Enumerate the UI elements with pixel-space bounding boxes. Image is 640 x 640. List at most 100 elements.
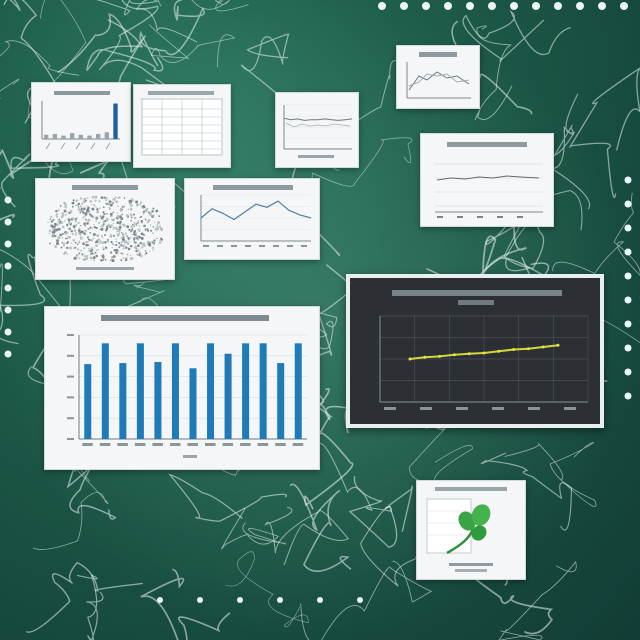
texture-dot xyxy=(152,226,155,228)
x-axis-label xyxy=(183,455,197,458)
texture-dot xyxy=(128,240,130,243)
texture-dot xyxy=(70,242,73,245)
chart-subtitle-bar xyxy=(458,300,494,305)
texture-dot xyxy=(51,231,54,234)
texture-dot xyxy=(112,198,115,201)
texture-dot xyxy=(77,229,81,232)
bar xyxy=(189,368,197,439)
small-bar-chart xyxy=(41,91,120,150)
x-tick-label xyxy=(105,142,111,150)
texture-dot xyxy=(113,249,116,252)
texture-dot xyxy=(147,243,149,246)
vein-line xyxy=(96,0,198,43)
data-point xyxy=(482,351,486,355)
texture-dot xyxy=(54,229,56,231)
texture-dot xyxy=(73,247,75,249)
y-tick xyxy=(67,438,74,440)
texture-dot xyxy=(118,241,121,245)
texture-dot xyxy=(61,236,64,239)
bar xyxy=(224,353,232,439)
circuit-dot xyxy=(624,344,632,352)
texture-dot xyxy=(119,244,122,247)
top-right-chart-card xyxy=(396,45,480,109)
texture-dot xyxy=(65,237,67,240)
texture-dot xyxy=(130,230,132,233)
texture-dot xyxy=(62,244,66,247)
texture-dot xyxy=(138,243,140,245)
circuit-dot xyxy=(532,2,540,10)
texture-dot xyxy=(129,236,132,239)
data-point xyxy=(497,349,501,353)
texture-dot xyxy=(104,246,108,249)
texture-dot xyxy=(101,259,104,262)
texture-dot xyxy=(142,212,145,215)
texture-dot xyxy=(152,249,155,251)
texture-dot xyxy=(126,235,128,237)
circuit-dot xyxy=(4,328,12,336)
texture-dot xyxy=(93,247,95,249)
leaf-icon xyxy=(471,504,491,526)
texture-dot xyxy=(78,249,80,251)
texture-dot xyxy=(139,216,141,219)
data-point xyxy=(512,348,516,351)
texture-dot xyxy=(80,230,84,234)
texture-dot xyxy=(102,241,105,244)
texture-dot xyxy=(58,228,61,231)
texture-dot xyxy=(55,213,58,216)
texture-dot xyxy=(90,239,93,242)
texture-dot xyxy=(102,221,105,224)
x-tick-label xyxy=(420,407,432,410)
texture-dot xyxy=(124,258,128,262)
texture-dot xyxy=(160,237,162,240)
texture-dot xyxy=(78,240,81,242)
texture-dot xyxy=(71,217,74,220)
texture-dot xyxy=(66,237,69,240)
texture-dot xyxy=(96,234,100,238)
texture-dot xyxy=(62,242,66,245)
texture-dot xyxy=(79,205,82,208)
data-point xyxy=(556,343,560,347)
series-line xyxy=(200,200,312,221)
circuit-dot xyxy=(4,306,12,314)
x-tick-label xyxy=(564,407,576,410)
texture-dot xyxy=(82,207,85,210)
texture-dot xyxy=(148,242,151,246)
texture-dot xyxy=(85,243,89,247)
x-tick-label xyxy=(245,245,251,247)
x-tick-label xyxy=(60,142,66,150)
circuit-dot xyxy=(488,2,496,10)
texture-dot xyxy=(76,217,78,220)
texture-dot xyxy=(68,221,72,225)
texture-dot xyxy=(106,212,108,215)
bar xyxy=(52,133,57,139)
circuit-dot xyxy=(624,176,632,184)
texture-dot xyxy=(139,228,141,230)
texture-dot xyxy=(99,215,101,217)
texture-dot xyxy=(129,254,132,256)
vein-line xyxy=(240,33,290,99)
texture-dot xyxy=(135,200,139,204)
circuit-dot xyxy=(620,2,628,10)
texture-dot xyxy=(94,199,97,202)
texture-dot xyxy=(58,218,61,221)
texture-dot xyxy=(98,200,101,203)
texture-dot xyxy=(98,238,101,241)
texture-dot xyxy=(67,235,69,237)
texture-dot xyxy=(77,257,79,259)
texture-dot xyxy=(91,207,95,211)
texture-dot xyxy=(143,224,146,228)
texture-dot xyxy=(146,220,150,224)
dark-line-chart xyxy=(379,290,589,410)
texture-dot xyxy=(150,229,153,232)
texture-dot xyxy=(121,231,123,234)
bar xyxy=(101,343,109,439)
x-tick-label xyxy=(301,245,307,247)
texture-dot xyxy=(81,202,83,205)
texture-dot xyxy=(98,243,100,245)
texture-dot xyxy=(120,259,122,261)
x-tick-label xyxy=(82,443,93,446)
texture-dot xyxy=(115,200,118,204)
texture-dot xyxy=(159,239,161,241)
texture-dot xyxy=(85,230,87,232)
texture-dot xyxy=(77,248,79,250)
